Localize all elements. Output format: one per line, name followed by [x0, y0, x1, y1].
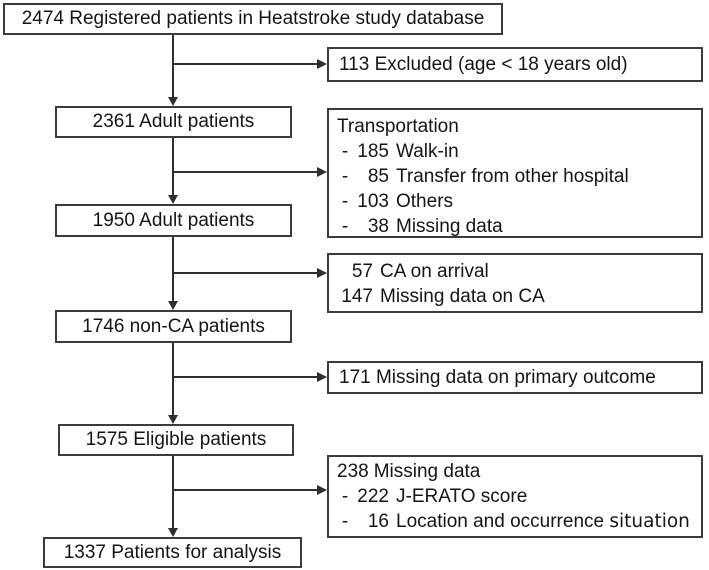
transportation-item-transfer: -85 Transfer from other hospital — [337, 164, 701, 189]
item-count: 57 — [351, 261, 373, 282]
box-adult-patients-2361: 2361 Adult patients — [55, 106, 292, 138]
flow-arrow-down-4 — [168, 343, 178, 424]
dash: - — [341, 141, 349, 162]
item-label: Transfer from other hospital — [396, 166, 629, 187]
item-label: Walk-in — [396, 141, 459, 162]
dash: - — [341, 191, 349, 212]
item-label: CA on arrival — [380, 261, 489, 282]
item-label: Missing data on CA — [380, 286, 545, 307]
item-label: Others — [396, 191, 454, 212]
box-registered-patients-label: 2474 Registered patients in Heatstroke s… — [21, 8, 485, 29]
box-eligible-patients-label: 1575 Eligible patients — [85, 429, 267, 450]
dash: - — [341, 511, 349, 532]
item-label: Missing data — [396, 216, 503, 237]
transportation-title: Transportation — [337, 116, 459, 137]
item-label: Missing data — [373, 461, 481, 482]
box-non-ca-patients: 1746 non-CA patients — [55, 310, 292, 343]
box-missing-primary-outcome-label: 171 Missing data on primary outcome — [339, 366, 656, 388]
item-count: 38 — [367, 216, 389, 237]
transportation-item-walkin: -185 Walk-in — [337, 139, 701, 164]
flow-arrow-down-3 — [168, 237, 178, 310]
item-count: 238 — [337, 461, 369, 482]
item-count: 85 — [367, 166, 389, 187]
item-count: 147 — [341, 286, 373, 307]
branch-arrow-ca — [173, 268, 327, 278]
item-count: 185 — [357, 141, 389, 162]
box-registered-patients: 2474 Registered patients in Heatstroke s… — [3, 3, 503, 35]
box-eligible-patients: 1575 Eligible patients — [58, 424, 294, 456]
branch-arrow-primary-outcome — [173, 372, 327, 382]
box-patients-for-analysis: 1337 Patients for analysis — [43, 537, 302, 568]
dash: - — [341, 486, 349, 507]
box-ca-exclusions: 57 CA on arrival 147 Missing data on CA — [327, 253, 703, 313]
branch-arrow-excluded — [173, 59, 327, 69]
item-count: 16 — [367, 511, 389, 532]
ca-item-arrival: 57 CA on arrival — [337, 259, 701, 284]
transportation-item-missing: -38 Missing data — [337, 214, 701, 239]
box-excluded-age-label: 113 Excluded (age < 18 years old) — [339, 53, 628, 75]
box-missing-data-238: 238 Missing data -222 J-ERATO score -16 Loc… — [327, 455, 703, 538]
missing-238-item-location: -16 Location and occurrence situation — [337, 509, 701, 534]
ca-item-missing: 147 Missing data on CA — [337, 284, 701, 309]
flow-arrow-down-1 — [168, 35, 178, 106]
box-non-ca-patients-label: 1746 non-CA patients — [82, 315, 265, 337]
flow-arrow-down-2 — [168, 138, 178, 204]
box-adult-patients-1950: 1950 Adult patients — [55, 204, 292, 237]
item-label: J-ERATO score — [396, 486, 528, 507]
box-excluded-age: 113 Excluded (age < 18 years old) — [327, 47, 703, 82]
box-missing-primary-outcome: 171 Missing data on primary outcome — [327, 361, 703, 394]
dash: - — [341, 166, 349, 187]
branch-arrow-transportation — [173, 167, 327, 177]
transportation-item-others: -103 Others — [337, 189, 701, 214]
box-patients-for-analysis-label: 1337 Patients for analysis — [63, 541, 282, 563]
missing-238-item-jerato: -222 J-ERATO score — [337, 484, 701, 509]
branch-arrow-missing-238 — [173, 485, 327, 495]
missing-238-title: 238 Missing data — [337, 459, 701, 484]
box-transportation: Transportation -185 Walk-in -85 Transfer f… — [327, 108, 703, 238]
item-label: Location and occurrence situation — [396, 511, 690, 532]
dash: - — [341, 216, 349, 237]
item-count: 222 — [357, 486, 389, 507]
box-adult-patients-2361-label: 2361 Adult patients — [92, 111, 255, 132]
box-adult-patients-1950-label: 1950 Adult patients — [92, 209, 255, 231]
item-count: 103 — [357, 191, 389, 212]
flow-arrow-down-5 — [168, 456, 178, 537]
